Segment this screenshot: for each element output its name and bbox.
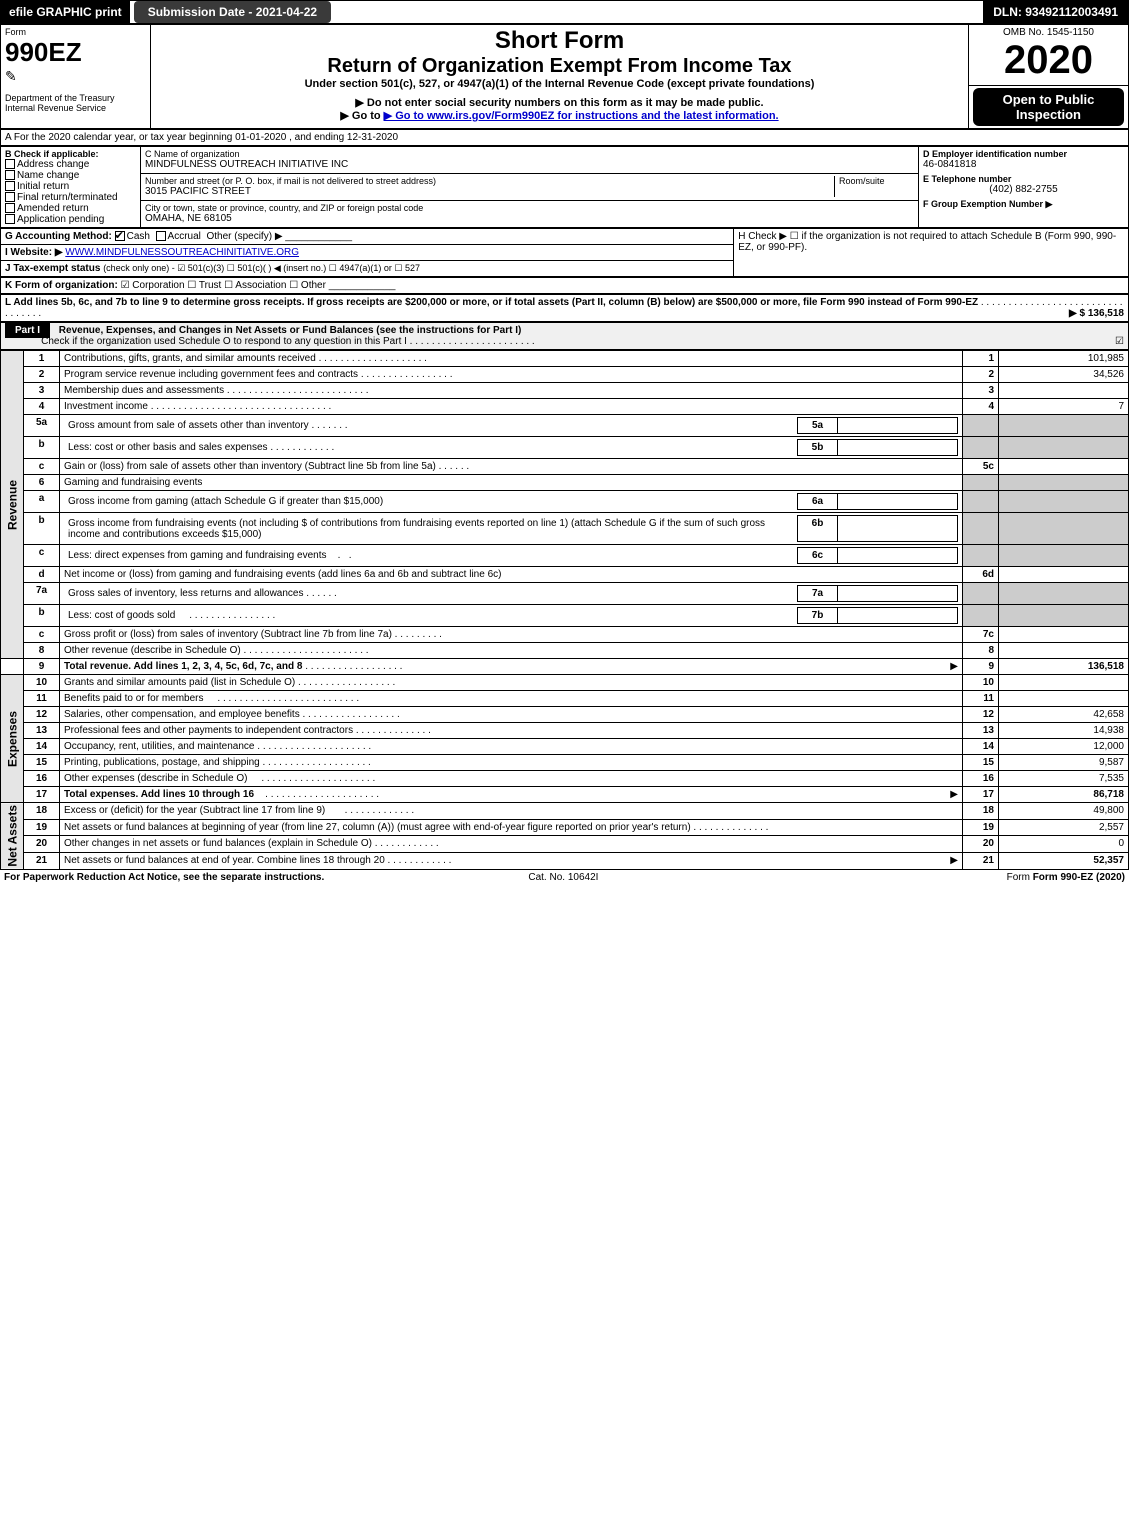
box-b-opt[interactable]: Name change	[5, 170, 136, 181]
irs-label: Internal Revenue Service	[5, 103, 146, 113]
expenses-side-label: Expenses	[1, 675, 24, 803]
open-public-badge: Open to Public Inspection	[973, 88, 1124, 126]
total-revenue: 136,518	[999, 659, 1129, 675]
room-label: Room/suite	[839, 176, 914, 186]
row-4-amount: 7	[999, 399, 1129, 415]
accrual-checkbox[interactable]	[156, 231, 166, 241]
box-b-opt[interactable]: Initial return	[5, 181, 136, 192]
box-e-label: E Telephone number	[923, 174, 1124, 184]
paperwork-notice: For Paperwork Reduction Act Notice, see …	[4, 872, 324, 883]
omb-number: OMB No. 1545-1150	[973, 27, 1124, 38]
box-b-opt[interactable]: Address change	[5, 159, 136, 170]
box-b-opt[interactable]: Final return/terminated	[5, 192, 136, 203]
form-number: 990EZ	[5, 37, 146, 68]
row-12-amount: 42,658	[999, 707, 1129, 723]
row-2-amount: 34,526	[999, 367, 1129, 383]
efile-print-button[interactable]: efile GRAPHIC print	[1, 1, 130, 23]
form-header: Form 990EZ ✎ Department of the Treasury …	[0, 24, 1129, 129]
box-f-label: F Group Exemption Number ▶	[923, 199, 1124, 210]
netassets-side-label: Net Assets	[1, 803, 24, 870]
total-expenses: 86,718	[999, 787, 1129, 803]
under-section: Under section 501(c), 527, or 4947(a)(1)…	[155, 78, 964, 90]
row-18-amount: 49,800	[999, 803, 1129, 820]
box-h: H Check ▶ ☐ if the organization is not r…	[734, 229, 1129, 277]
revenue-side-label: Revenue	[1, 351, 24, 659]
dept-label: Department of the Treasury	[5, 93, 146, 103]
submission-date-badge: Submission Date - 2021-04-22	[134, 1, 331, 23]
box-g-label: G Accounting Method:	[5, 231, 112, 242]
ein-value: 46-0841818	[923, 159, 1124, 170]
cat-number: Cat. No. 10642I	[528, 872, 598, 883]
ssn-warning: ▶ Do not enter social security numbers o…	[155, 96, 964, 109]
part1-table: Revenue 1Contributions, gifts, grants, a…	[0, 350, 1129, 870]
page-footer: For Paperwork Reduction Act Notice, see …	[0, 870, 1129, 885]
phone-value: (402) 882-2755	[923, 184, 1124, 195]
box-i-label: I Website: ▶	[5, 247, 63, 258]
box-c-label: C Name of organization	[145, 149, 914, 159]
city-label: City or town, state or province, country…	[145, 203, 914, 213]
box-b-opt[interactable]: Amended return	[5, 203, 136, 214]
box-l: L Add lines 5b, 6c, and 7b to line 9 to …	[1, 295, 1129, 322]
short-form-title: Short Form	[155, 27, 964, 55]
box-k: K Form of organization: ☑ Corporation ☐ …	[1, 278, 1129, 294]
box-j-detail: (check only one) - ☑ 501(c)(3) ☐ 501(c)(…	[103, 263, 420, 273]
row-1-amount: 101,985	[999, 351, 1129, 367]
city-value: OMAHA, NE 68105	[145, 213, 914, 224]
return-title: Return of Organization Exempt From Incom…	[155, 55, 964, 78]
period-line: A For the 2020 calendar year, or tax yea…	[1, 130, 1129, 146]
street-value: 3015 PACIFIC STREET	[145, 186, 834, 197]
box-j-label: J Tax-exempt status	[5, 263, 100, 274]
schedule-o-checkbox[interactable]: ☑	[1115, 336, 1124, 347]
org-name: MINDFULNESS OUTREACH INITIATIVE INC	[145, 159, 914, 170]
top-bar: efile GRAPHIC print Submission Date - 20…	[0, 0, 1129, 24]
part1-header: Part I Revenue, Expenses, and Changes in…	[1, 323, 1129, 350]
website-link[interactable]: WWW.MINDFULNESSOUTREACHINITIATIVE.ORG	[65, 247, 299, 258]
tax-year: 2020	[973, 38, 1124, 83]
cash-checkbox[interactable]	[115, 231, 125, 241]
form-ref: Form Form 990-EZ (2020)	[1007, 872, 1125, 883]
other-method: Other (specify) ▶	[206, 231, 282, 242]
goto-link[interactable]: ▶ Go to ▶ Go to www.irs.gov/Form990EZ fo…	[155, 109, 964, 122]
box-d-label: D Employer identification number	[923, 149, 1124, 159]
box-b-opt[interactable]: Application pending	[5, 214, 136, 225]
box-b-label: B Check if applicable:	[5, 149, 136, 159]
row-21-amount: 52,357	[999, 852, 1129, 869]
street-label: Number and street (or P. O. box, if mail…	[145, 176, 834, 186]
form-label: Form	[5, 27, 146, 37]
dln-label: DLN: 93492112003491	[983, 1, 1128, 23]
